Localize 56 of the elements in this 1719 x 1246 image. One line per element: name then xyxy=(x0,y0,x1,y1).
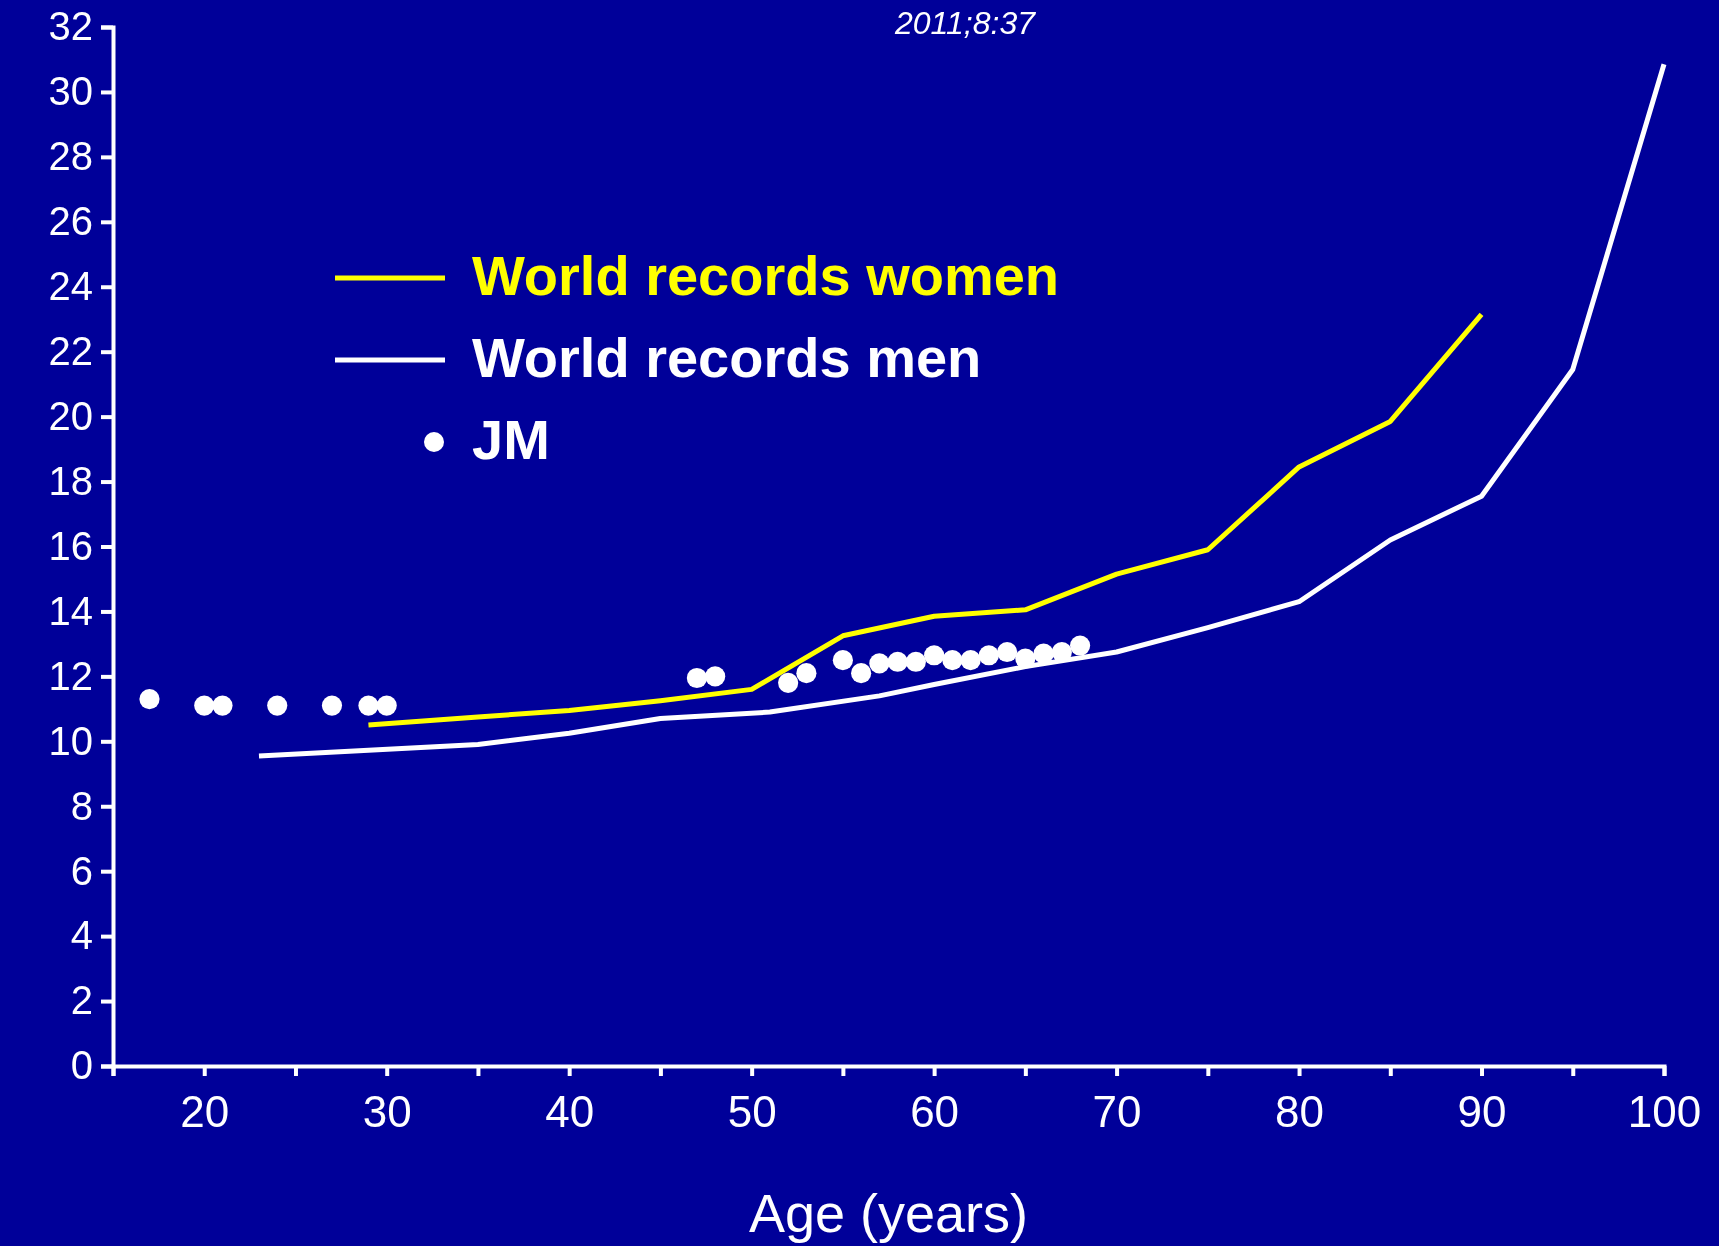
x-tick-label: 30 xyxy=(362,1087,412,1137)
point xyxy=(321,695,343,716)
x-tick-label: 50 xyxy=(727,1087,777,1137)
y-tick-label: 26 xyxy=(48,199,93,244)
x-tick-label: 70 xyxy=(1092,1087,1142,1137)
y-tick-label: 12 xyxy=(48,653,93,698)
point xyxy=(194,695,215,716)
point xyxy=(851,663,872,684)
annotation: 2011;8:37 xyxy=(894,5,1037,41)
point xyxy=(924,645,945,666)
x-tick-label: 90 xyxy=(1457,1087,1507,1137)
point xyxy=(267,695,288,716)
legend-label: World records men xyxy=(472,326,982,389)
y-tick-label: 0 xyxy=(70,1043,93,1088)
point xyxy=(139,689,160,710)
point xyxy=(1033,643,1054,664)
y-tick-label: 28 xyxy=(48,134,93,179)
point xyxy=(778,672,799,693)
point xyxy=(960,650,981,671)
x-tick-label: 20 xyxy=(180,1087,230,1137)
y-tick-label: 22 xyxy=(48,328,93,373)
point xyxy=(1070,635,1091,656)
y-tick-label: 24 xyxy=(48,264,93,309)
point xyxy=(686,667,707,689)
y-tick-label: 6 xyxy=(70,848,93,893)
point xyxy=(905,651,926,672)
point xyxy=(1051,641,1072,663)
point xyxy=(997,641,1018,663)
x-tick-label: 40 xyxy=(545,1087,595,1137)
y-tick-label: 18 xyxy=(48,458,93,503)
y-tick-label: 32 xyxy=(48,4,93,49)
y-tick-label: 14 xyxy=(48,588,93,633)
point xyxy=(942,650,963,671)
legend-label: World records women xyxy=(472,244,1060,307)
point xyxy=(832,650,853,671)
y-tick-label: 4 xyxy=(70,913,93,958)
point xyxy=(869,653,890,674)
x-tick-label: 100 xyxy=(1627,1087,1702,1137)
x-axis-title: Age (years) xyxy=(748,1183,1029,1243)
point xyxy=(705,666,726,687)
point xyxy=(796,663,817,684)
point xyxy=(978,645,999,666)
legend-label: JM xyxy=(472,408,550,471)
y-tick-label: 10 xyxy=(48,718,93,763)
y-tick-label: 16 xyxy=(48,523,93,568)
point xyxy=(376,695,397,716)
point xyxy=(212,695,233,716)
y-tick-label: 8 xyxy=(70,783,93,828)
y-tick-label: 2 xyxy=(70,978,93,1023)
x-tick-label: 60 xyxy=(910,1087,960,1137)
y-tick-label: 30 xyxy=(48,69,93,114)
y-tick-label: 20 xyxy=(48,393,93,438)
point xyxy=(1015,648,1036,669)
point xyxy=(358,695,379,716)
x-tick-label: 80 xyxy=(1275,1087,1325,1137)
point xyxy=(887,651,908,672)
